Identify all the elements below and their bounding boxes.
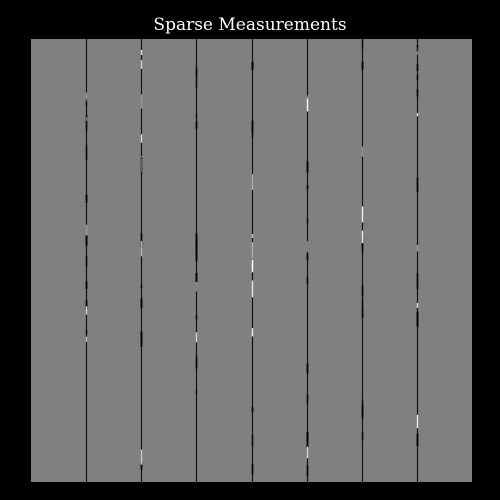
measurement-image [31, 39, 472, 482]
figure-title: Sparse Measurements [153, 15, 347, 35]
measurement-lines-svg [85, 39, 419, 482]
